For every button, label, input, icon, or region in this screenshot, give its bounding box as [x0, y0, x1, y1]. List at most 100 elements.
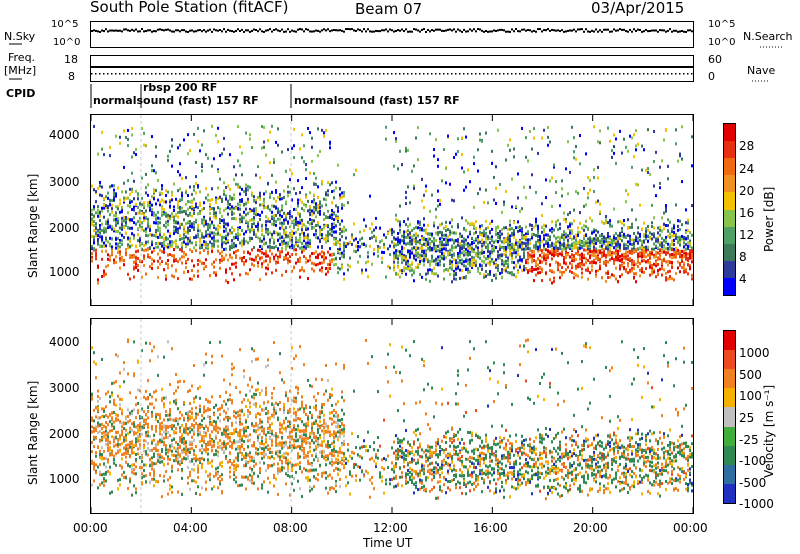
power-echo	[547, 238, 549, 242]
power-echo	[207, 198, 209, 202]
power-echo	[299, 240, 301, 244]
power-echo	[537, 238, 539, 242]
power-echo	[623, 219, 625, 223]
power-echo	[489, 250, 491, 254]
power-echo	[469, 243, 471, 247]
power-echo	[295, 208, 297, 212]
power-echo	[255, 224, 257, 228]
power-echo	[409, 269, 411, 273]
power-echo	[277, 257, 279, 261]
power-echo	[397, 260, 399, 264]
power-echo	[313, 233, 315, 237]
power-echo	[291, 269, 293, 273]
velocity-echo	[97, 399, 99, 403]
power-echo	[115, 192, 117, 196]
power-echo	[445, 225, 447, 229]
velocity-echo	[139, 433, 141, 437]
power-echo	[667, 242, 669, 246]
power-echo	[189, 224, 191, 228]
power-echo	[127, 204, 129, 208]
power-echo	[179, 234, 181, 238]
velocity-echo	[99, 456, 101, 460]
power-echo	[455, 261, 457, 265]
velocity-echo	[125, 417, 127, 421]
power-echo	[531, 173, 533, 177]
power-echo	[429, 237, 431, 241]
power-echo	[199, 251, 201, 255]
power-echo	[577, 191, 579, 195]
velocity-echo	[91, 459, 93, 463]
power-echo	[213, 236, 215, 240]
power-echo	[303, 160, 305, 164]
power-echo	[269, 231, 271, 235]
power-echo	[515, 226, 517, 230]
power-echo	[269, 220, 271, 224]
power-echo	[237, 185, 239, 189]
power-echo	[325, 198, 327, 202]
power-echo	[151, 250, 153, 254]
power-echo	[453, 239, 455, 243]
power-echo	[321, 204, 323, 208]
power-echo	[487, 261, 489, 265]
power-echo	[511, 271, 513, 275]
velocity-echo	[101, 481, 103, 485]
power-echo	[287, 241, 289, 245]
power-echo	[569, 245, 571, 249]
power-echo	[297, 220, 299, 224]
power-echo	[611, 149, 613, 153]
power-echo	[539, 248, 541, 252]
power-echo	[631, 258, 633, 262]
power-echo	[525, 225, 527, 229]
power-echo	[477, 266, 479, 270]
power-echo	[343, 253, 345, 257]
power-echo	[397, 272, 399, 276]
power-echo	[631, 269, 633, 273]
power-echo	[551, 241, 553, 245]
power-echo	[291, 215, 293, 219]
power-echo	[225, 241, 227, 245]
power-echo	[263, 252, 265, 256]
power-echo	[575, 238, 577, 242]
power-echo	[675, 233, 677, 237]
power-echo	[607, 247, 609, 251]
power-echo	[91, 244, 93, 248]
power-echo	[413, 269, 415, 273]
power-echo	[601, 244, 603, 248]
power-echo	[495, 263, 497, 267]
power-echo	[591, 239, 593, 243]
power-echo	[599, 210, 601, 214]
power-echo	[499, 182, 501, 186]
power-echo	[265, 249, 267, 253]
power-echo	[213, 265, 215, 269]
power-echo	[187, 242, 189, 246]
power-echo	[245, 207, 247, 211]
power-echo	[469, 253, 471, 257]
velocity-echo	[91, 394, 93, 398]
power-echo	[491, 247, 493, 251]
power-echo	[479, 252, 481, 256]
power-echo	[273, 157, 275, 161]
power-echo	[247, 251, 249, 255]
power-echo	[153, 191, 155, 195]
power-echo	[241, 259, 243, 263]
power-echo	[269, 161, 271, 165]
power-echo	[173, 229, 175, 233]
power-echo	[607, 245, 609, 249]
power-echo	[679, 253, 681, 257]
power-echo	[137, 239, 139, 243]
power-cb-tick: 24	[739, 162, 755, 176]
power-echo	[447, 228, 449, 232]
power-echo	[521, 241, 523, 245]
power-echo	[127, 226, 129, 230]
power-echo	[227, 223, 229, 227]
velocity-echo	[121, 429, 123, 433]
power-echo	[205, 234, 207, 238]
power-echo	[545, 233, 547, 237]
power-echo	[331, 229, 333, 233]
power-echo	[285, 253, 287, 257]
power-cb-tick: 12	[739, 228, 755, 242]
velocity-echo	[121, 411, 123, 415]
power-echo	[415, 232, 417, 236]
power-echo	[97, 230, 99, 234]
power-echo	[129, 277, 131, 281]
